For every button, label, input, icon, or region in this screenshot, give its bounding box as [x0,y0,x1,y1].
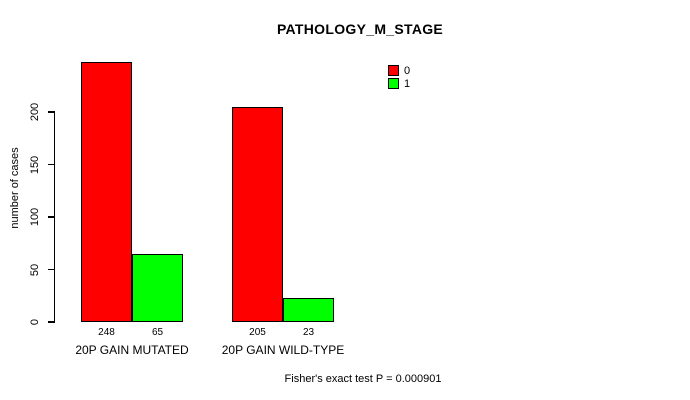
y-tick-label: 50 [29,263,41,276]
bar-value-label: 248 [98,327,115,338]
legend-item: 0 [388,64,410,77]
category-label: 20P GAIN WILD-TYPE [221,343,345,357]
legend-swatch [388,78,399,89]
y-tick [48,163,55,166]
y-tick [48,268,55,271]
bar-value-label: 205 [249,327,266,338]
bar-value-label: 23 [302,327,315,338]
legend-label: 1 [404,77,411,90]
legend-label: 0 [404,64,411,77]
y-tick [48,216,55,218]
y-tick [48,321,55,323]
bar [283,297,334,322]
y-axis-title: number of cases [9,147,21,229]
y-tick-label: 100 [29,207,41,227]
y-tick [48,111,55,113]
annotation-text: Fisher's exact test P = 0.000901 [284,373,442,385]
y-tick-label: 0 [29,318,41,326]
bar-value-label: 65 [151,327,164,338]
bar [132,253,183,322]
legend-swatch [388,65,399,76]
chart-title: PATHOLOGY_M_STAGE [276,21,444,37]
category-label: 20P GAIN MUTATED [75,343,189,357]
legend-item: 1 [388,77,410,90]
y-tick-label: 150 [29,155,41,174]
y-tick-label: 200 [29,102,41,122]
bar [232,106,283,322]
bar [81,61,132,322]
